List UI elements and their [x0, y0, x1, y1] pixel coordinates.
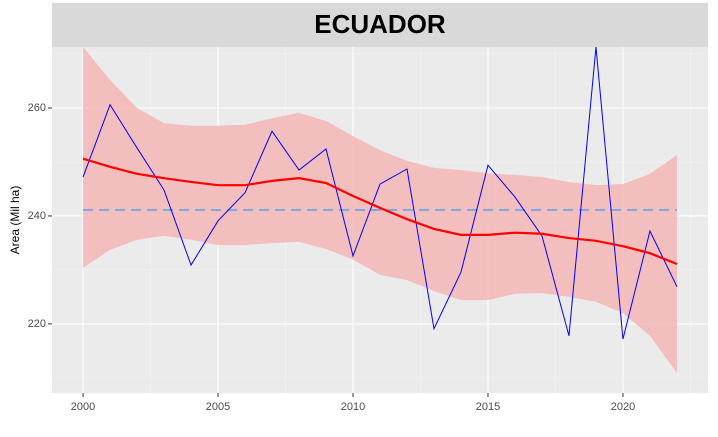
x-tick-label: 2010 [341, 401, 365, 413]
x-tick-label: 2000 [71, 401, 95, 413]
y-tick-label: 220 [28, 318, 46, 330]
x-tick-label: 2020 [611, 401, 635, 413]
title-strip [52, 3, 708, 47]
smooth-line [82, 157, 678, 266]
y-tick-label: 260 [28, 102, 46, 114]
chart-title: ECUADOR [314, 9, 446, 39]
x-tick-label: 2005 [206, 401, 230, 413]
y-tick-label: 240 [28, 210, 46, 222]
y-axis-label: Area (Mil ha) [8, 186, 22, 255]
x-tick-label: 2015 [476, 401, 500, 413]
